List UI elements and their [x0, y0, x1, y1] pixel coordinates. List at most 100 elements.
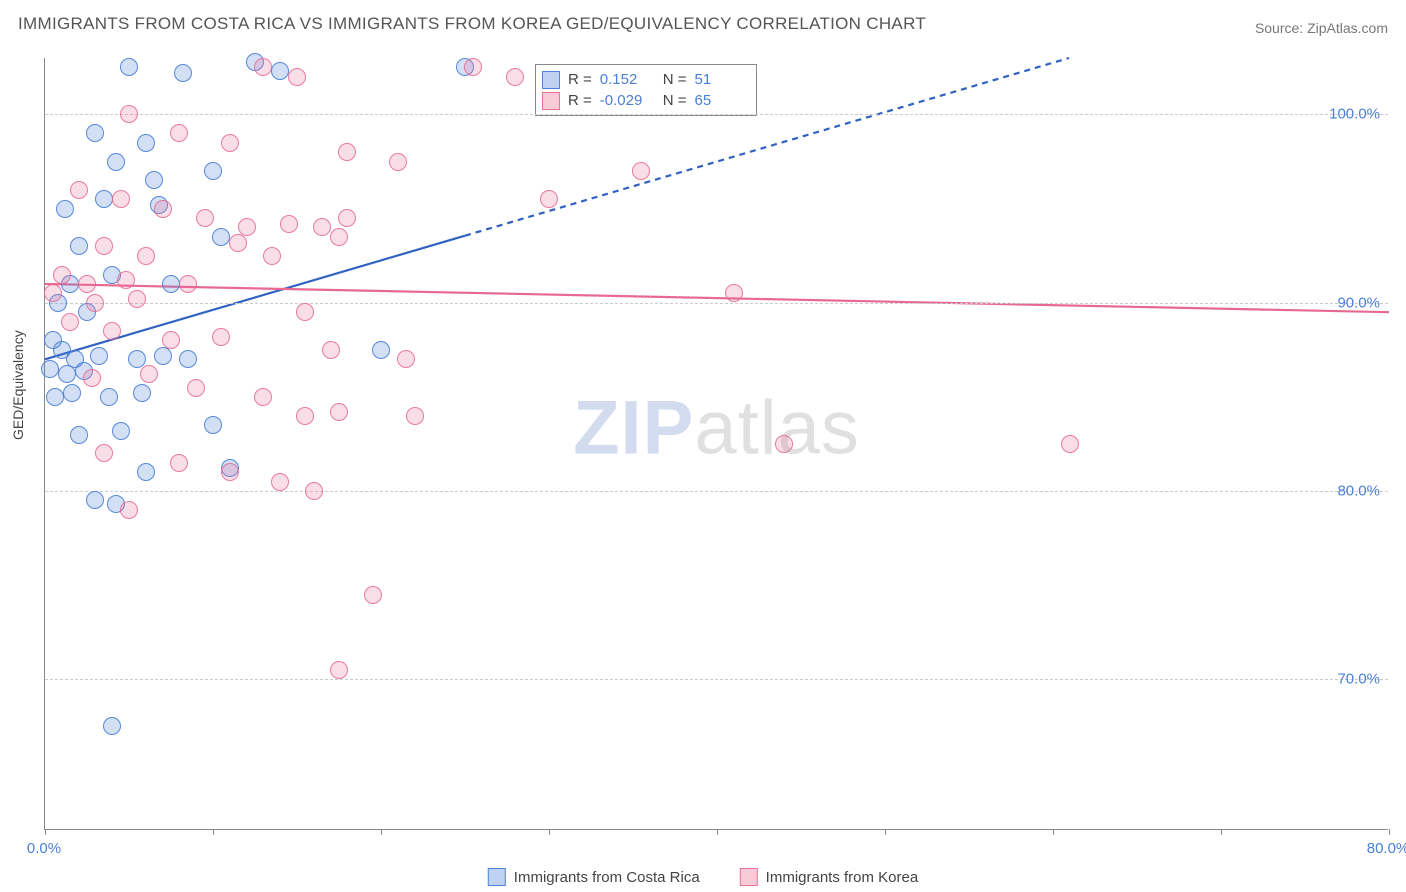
scatter-marker — [330, 228, 348, 246]
scatter-marker — [1061, 435, 1079, 453]
stats-row: R =-0.029N =65 — [542, 90, 750, 111]
x-tick — [1221, 829, 1222, 835]
scatter-marker — [397, 350, 415, 368]
scatter-marker — [63, 384, 81, 402]
scatter-marker — [305, 482, 323, 500]
scatter-marker — [179, 275, 197, 293]
scatter-marker — [120, 501, 138, 519]
gridline-h — [45, 679, 1388, 680]
x-tick — [45, 829, 46, 835]
scatter-marker — [86, 294, 104, 312]
scatter-marker — [221, 463, 239, 481]
y-tick-label: 80.0% — [1337, 483, 1380, 500]
scatter-marker — [100, 388, 118, 406]
scatter-marker — [406, 407, 424, 425]
x-tick — [885, 829, 886, 835]
scatter-marker — [120, 58, 138, 76]
scatter-marker — [86, 491, 104, 509]
scatter-marker — [53, 266, 71, 284]
scatter-marker — [70, 426, 88, 444]
scatter-marker — [170, 124, 188, 142]
scatter-marker — [154, 200, 172, 218]
scatter-marker — [204, 416, 222, 434]
gridline-h — [45, 114, 1388, 115]
scatter-marker — [464, 58, 482, 76]
legend-swatch — [488, 868, 506, 886]
y-tick-label: 100.0% — [1329, 106, 1380, 123]
scatter-marker — [280, 215, 298, 233]
y-tick-label: 70.0% — [1337, 671, 1380, 688]
regression-line — [45, 284, 1389, 312]
legend-item: Immigrants from Korea — [740, 868, 919, 886]
scatter-marker — [95, 190, 113, 208]
scatter-marker — [330, 403, 348, 421]
x-tick — [717, 829, 718, 835]
scatter-marker — [221, 134, 239, 152]
scatter-marker — [271, 473, 289, 491]
x-tick-label: 0.0% — [27, 840, 61, 857]
scatter-marker — [78, 275, 96, 293]
regression-lines — [45, 58, 1389, 830]
scatter-marker — [145, 171, 163, 189]
scatter-marker — [389, 153, 407, 171]
gridline-h — [45, 303, 1388, 304]
scatter-marker — [364, 586, 382, 604]
legend-swatch — [740, 868, 758, 886]
x-tick — [381, 829, 382, 835]
scatter-marker — [174, 64, 192, 82]
scatter-marker — [322, 341, 340, 359]
legend-item: Immigrants from Costa Rica — [488, 868, 700, 886]
scatter-marker — [162, 331, 180, 349]
n-value: 51 — [695, 69, 750, 90]
scatter-marker — [338, 143, 356, 161]
source-attribution: Source: ZipAtlas.com — [1255, 20, 1388, 36]
x-tick — [1053, 829, 1054, 835]
scatter-marker — [775, 435, 793, 453]
scatter-marker — [263, 247, 281, 265]
scatter-marker — [133, 384, 151, 402]
scatter-marker — [112, 190, 130, 208]
scatter-marker — [372, 341, 390, 359]
r-value: 0.152 — [600, 69, 655, 90]
gridline-h — [45, 491, 1388, 492]
n-label: N = — [663, 90, 687, 111]
x-tick — [549, 829, 550, 835]
scatter-marker — [112, 422, 130, 440]
scatter-marker — [338, 209, 356, 227]
scatter-marker — [212, 228, 230, 246]
scatter-marker — [103, 717, 121, 735]
r-label: R = — [568, 69, 592, 90]
scatter-marker — [137, 247, 155, 265]
scatter-marker — [117, 271, 135, 289]
scatter-marker — [86, 124, 104, 142]
legend-label: Immigrants from Korea — [766, 869, 919, 886]
scatter-marker — [107, 153, 125, 171]
x-tick — [1389, 829, 1390, 835]
scatter-marker — [229, 234, 247, 252]
scatter-marker — [506, 68, 524, 86]
scatter-marker — [313, 218, 331, 236]
scatter-marker — [44, 284, 62, 302]
x-tick-label: 80.0% — [1367, 840, 1406, 857]
r-label: R = — [568, 90, 592, 111]
x-tick — [213, 829, 214, 835]
scatter-marker — [120, 105, 138, 123]
r-value: -0.029 — [600, 90, 655, 111]
scatter-marker — [95, 237, 113, 255]
series-swatch — [542, 71, 560, 89]
series-swatch — [542, 92, 560, 110]
scatter-marker — [90, 347, 108, 365]
scatter-marker — [137, 463, 155, 481]
scatter-marker — [271, 62, 289, 80]
scatter-marker — [540, 190, 558, 208]
scatter-plot: ZIPatlas R =0.152N =51R =-0.029N =65 70.… — [44, 58, 1388, 830]
scatter-marker — [254, 58, 272, 76]
chart-title: IMMIGRANTS FROM COSTA RICA VS IMMIGRANTS… — [18, 14, 926, 34]
y-tick-label: 90.0% — [1337, 294, 1380, 311]
scatter-marker — [46, 388, 64, 406]
scatter-marker — [41, 360, 59, 378]
scatter-marker — [58, 365, 76, 383]
scatter-marker — [61, 313, 79, 331]
scatter-marker — [137, 134, 155, 152]
scatter-marker — [288, 68, 306, 86]
